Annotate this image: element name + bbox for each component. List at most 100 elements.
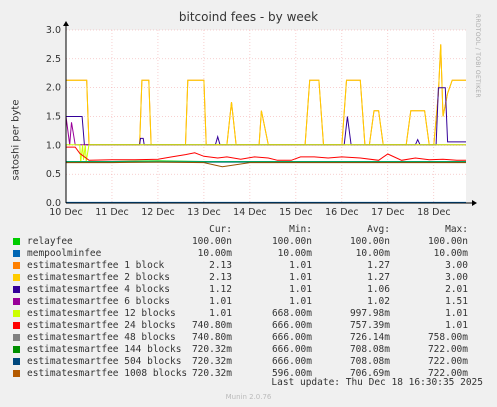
legend-swatch — [13, 262, 20, 269]
legend-cur-value: 1.12 — [209, 284, 232, 295]
legend-label: estimatesmartfee 12 blocks — [27, 308, 176, 319]
legend-min-value: 666.00m — [271, 320, 312, 331]
legend-row: mempoolminfee 10.00m 10.00m 10.00m 10.00m — [0, 248, 497, 260]
legend-swatch — [13, 310, 20, 317]
legend-min-value: 1.01 — [289, 260, 312, 271]
legend-min-value: 668.00m — [271, 308, 312, 319]
legend-avg-value: 708.08m — [349, 344, 390, 355]
legend-avg-value: 1.27 — [367, 272, 390, 283]
x-tick-label: 17 Dec — [371, 207, 405, 218]
legend-label: relayfee — [27, 236, 73, 247]
legend-label: estimatesmartfee 2 blocks — [27, 272, 170, 283]
legend-max-value: 2.01 — [445, 284, 468, 295]
y-tick-label: 1.0 — [46, 140, 61, 151]
legend-cur-value: 1.01 — [209, 308, 232, 319]
x-tick-label: 15 Dec — [279, 207, 313, 218]
legend-max-value: 758.00m — [427, 332, 468, 343]
legend-cur-value: 1.01 — [209, 296, 232, 307]
fees-chart: 0.0 0.5 1.0 1.5 2.0 2.5 3.0 10 Dec 11 Dec 12 Dec 1… — [46, 21, 477, 218]
munin-footer: Munin 2.0.76 — [225, 393, 272, 401]
legend-min-value: 100.00n — [271, 236, 312, 247]
legend-swatch — [13, 334, 20, 341]
legend-swatch — [13, 298, 20, 305]
legend-max-value: 1.51 — [445, 296, 468, 307]
legend-min-value: 666.00m — [271, 356, 312, 367]
chart-title: bitcoind fees - by week — [178, 10, 319, 24]
legend-cur-value: 740.80m — [191, 332, 232, 343]
legend-min-value: 1.01 — [289, 296, 312, 307]
y-tick-label: 0.0 — [46, 198, 61, 209]
legend-label: estimatesmartfee 1 block — [27, 260, 165, 271]
legend-avg-value: 708.08m — [349, 356, 390, 367]
legend-min-value: 10.00m — [277, 248, 312, 259]
legend-row: estimatesmartfee 6 blocks 1.01 1.01 1.02 1.5… — [0, 296, 497, 308]
y-axis-arrow — [63, 21, 69, 26]
x-tick-label: 13 Dec — [187, 207, 221, 218]
legend-min-value: 596.00m — [271, 368, 312, 379]
legend-max-value: 100.00n — [427, 236, 468, 247]
legend-col-header: Avg: — [367, 224, 390, 235]
legend-cur-value: 2.13 — [209, 272, 232, 283]
legend-avg-value: 100.00n — [349, 236, 390, 247]
legend-max-value: 722.00m — [427, 344, 468, 355]
legend-row: estimatesmartfee 504 blocks 720.32m 666.00… — [0, 356, 497, 368]
legend-avg-value: 10.00m — [355, 248, 390, 259]
legend-row: estimatesmartfee 12 blocks 1.01 668.00m 997… — [0, 308, 497, 320]
legend-row: estimatesmartfee 144 blocks 720.32m 666.00… — [0, 344, 497, 356]
legend-swatch — [13, 358, 20, 365]
legend-col-header: Max: — [445, 224, 468, 235]
legend-max-value: 722.00m — [427, 356, 468, 367]
x-tick-label: 16 Dec — [325, 207, 359, 218]
legend-max-value: 1.01 — [445, 320, 468, 331]
legend-swatch — [13, 274, 20, 281]
legend-label: estimatesmartfee 144 blocks — [27, 344, 182, 355]
x-tick-label: 11 Dec — [95, 207, 129, 218]
y-tick-label: 3.0 — [46, 25, 61, 36]
legend-row: relayfee 100.00n 100.00n 100.00n 100.00n — [0, 236, 497, 248]
legend-avg-value: 757.39m — [349, 320, 390, 331]
legend-label: estimatesmartfee 4 blocks — [27, 284, 170, 295]
y-tick-label: 2.0 — [46, 83, 61, 94]
legend-max-value: 1.01 — [445, 308, 468, 319]
x-tick-label: 12 Dec — [141, 207, 175, 218]
legend-cur-value: 100.00n — [191, 236, 232, 247]
legend-avg-value: 726.14m — [349, 332, 390, 343]
legend-header: Cur: Min: Avg: Max: — [0, 224, 497, 236]
legend-max-value: 722.00m — [427, 368, 468, 379]
legend-min-value: 666.00m — [271, 344, 312, 355]
series-line — [66, 161, 466, 168]
legend-min-value: 666.00m — [271, 332, 312, 343]
x-tick-label: 10 Dec — [49, 207, 83, 218]
x-tick-label: 14 Dec — [233, 207, 267, 218]
series-line — [66, 146, 466, 161]
y-tick-label: 2.5 — [46, 54, 61, 65]
legend-swatch — [13, 322, 20, 329]
legend-min-value: 1.01 — [289, 272, 312, 283]
legend-cur-value: 10.00m — [197, 248, 232, 259]
legend-label: estimatesmartfee 48 blocks — [27, 332, 176, 343]
legend-row: estimatesmartfee 2 blocks 2.13 1.01 1.27 3.0… — [0, 272, 497, 284]
legend-max-value: 3.00 — [445, 272, 468, 283]
y-tick-label: 0.5 — [46, 169, 61, 180]
legend-label: estimatesmartfee 504 blocks — [27, 356, 182, 367]
rrdtool-credit: RRDTOOL / TOBI OETIKER — [474, 14, 481, 98]
legend-min-value: 1.01 — [289, 284, 312, 295]
y-tick-label: 1.5 — [46, 112, 61, 123]
legend-swatch — [13, 250, 20, 257]
legend-row: estimatesmartfee 1 block 2.13 1.01 1.27 3.00 — [0, 260, 497, 272]
legend-max-value: 3.00 — [445, 260, 468, 271]
legend-cur-value: 720.32m — [191, 368, 232, 379]
legend-avg-value: 997.98m — [349, 308, 390, 319]
legend-cur-value: 720.32m — [191, 356, 232, 367]
legend-row: estimatesmartfee 1008 blocks 720.32m 596.0… — [0, 368, 497, 380]
x-tick-label: 18 Dec — [417, 207, 451, 218]
legend-label: estimatesmartfee 1008 blocks — [27, 368, 188, 379]
legend-row: estimatesmartfee 24 blocks 740.80m 666.00m… — [0, 320, 497, 332]
legend-cur-value: 720.32m — [191, 344, 232, 355]
legend-swatch — [13, 238, 20, 245]
legend-label: mempoolminfee — [27, 248, 102, 259]
legend-avg-value: 1.02 — [367, 296, 390, 307]
x-axis-arrow — [472, 200, 477, 206]
legend-label: estimatesmartfee 6 blocks — [27, 296, 170, 307]
legend-col-header: Min: — [289, 224, 312, 235]
